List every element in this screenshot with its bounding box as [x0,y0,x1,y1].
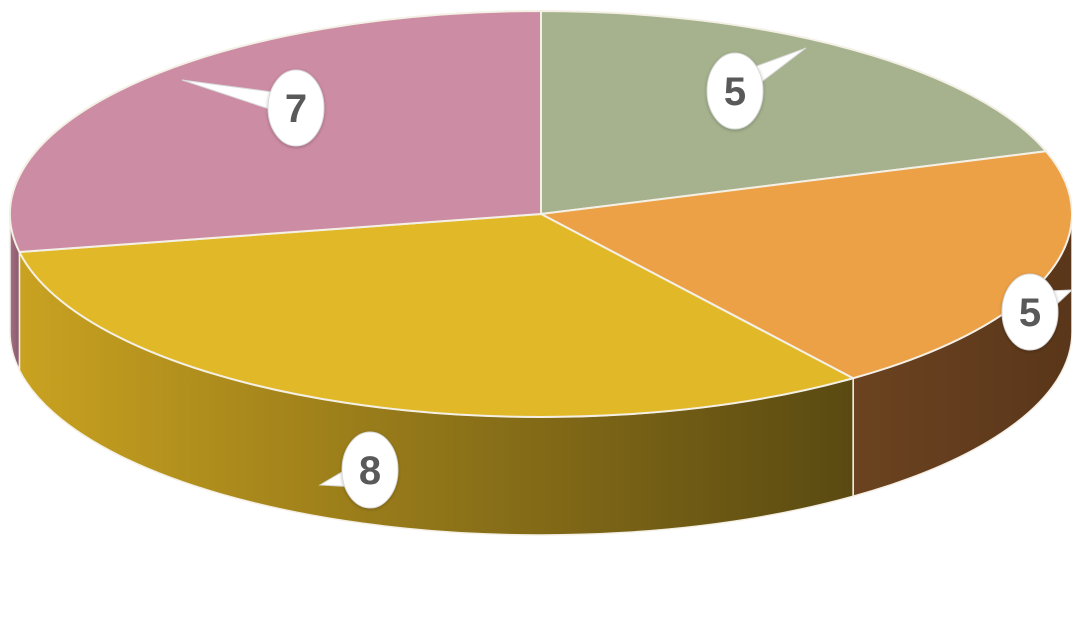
data-label-fill [1003,275,1057,349]
data-label-value: 7 [285,87,307,131]
data-label-value: 5 [724,70,746,114]
data-label-3: 8 [318,431,399,509]
pie-slice-2 [540,150,1072,380]
data-label-2: 5 [1001,273,1072,351]
pie-top-faces [9,10,1072,418]
data-label-1: 5 [706,47,807,130]
data-label-fill [343,433,397,507]
data-label-fill [269,71,323,145]
pie-slice-3 [18,213,855,418]
data-label-value: 5 [1019,291,1041,335]
pie-slice-1 [540,10,1048,215]
data-label-fill [708,54,762,128]
data-label-4: 7 [181,69,325,147]
data-labels: 5 5 8 7 [181,47,1072,509]
data-label-value: 8 [359,449,381,493]
